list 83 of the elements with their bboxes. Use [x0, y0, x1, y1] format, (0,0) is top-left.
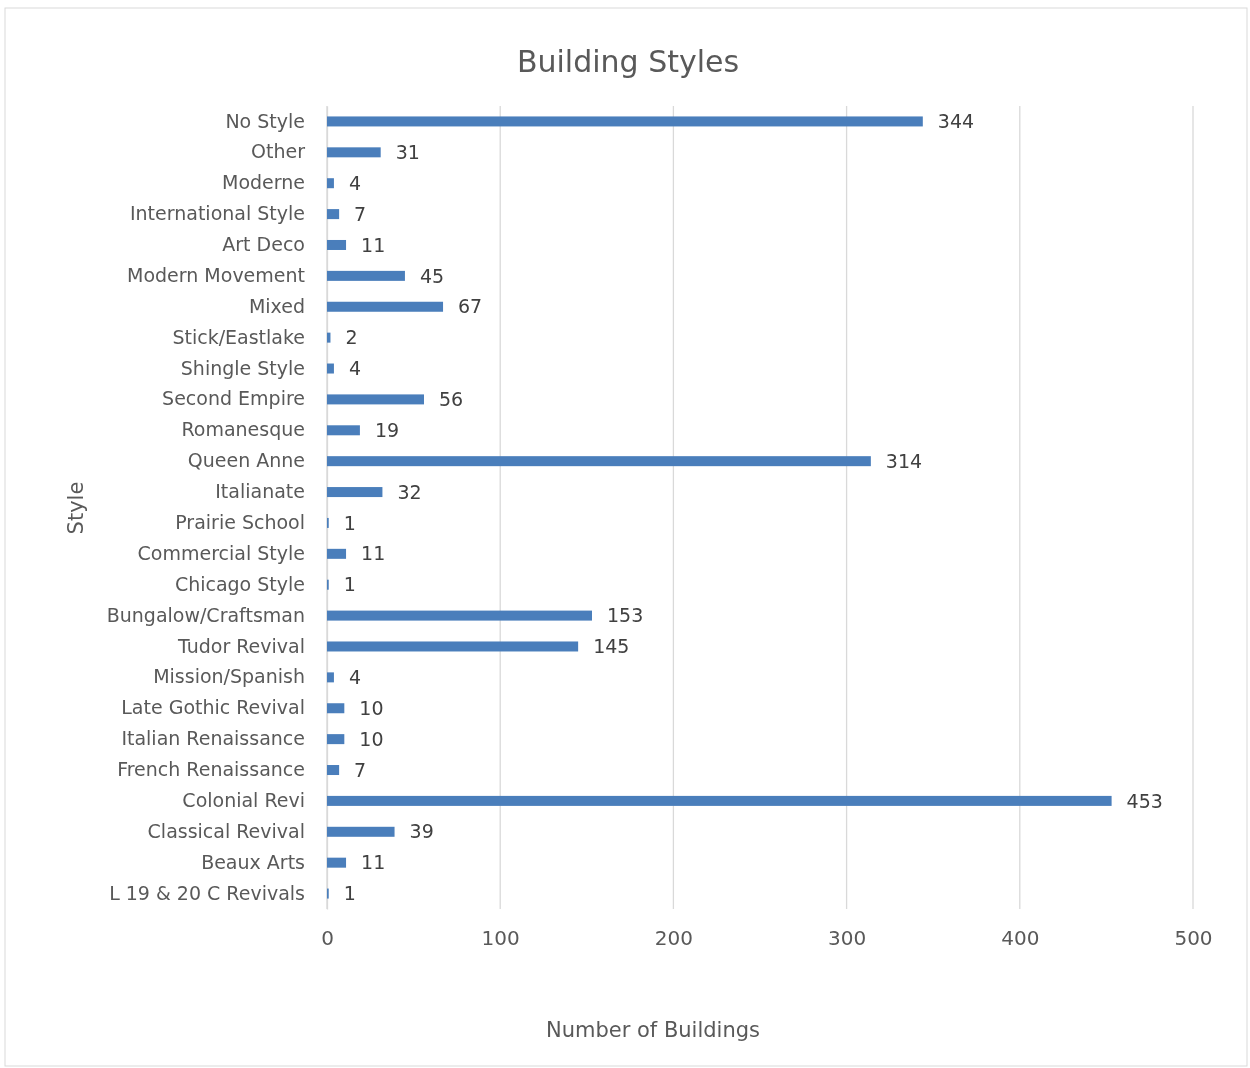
bar	[327, 641, 579, 652]
y-tick-label: French Renaissance	[117, 758, 305, 781]
y-tick-label: Colonial Revi	[182, 788, 305, 811]
data-label: 11	[361, 233, 386, 256]
y-tick-label: International Style	[129, 202, 305, 225]
data-label: 39	[409, 820, 434, 843]
bar	[327, 209, 340, 220]
data-label: 4	[348, 357, 362, 380]
data-label: 4	[348, 171, 362, 194]
data-label: 7	[354, 202, 367, 225]
y-tick-label: Italian Renaissance	[121, 727, 305, 750]
chart-title: Building Styles	[516, 44, 740, 79]
bar	[327, 765, 340, 776]
data-label: 314	[885, 449, 923, 472]
x-tick-label: 300	[828, 926, 867, 951]
bar	[327, 610, 592, 621]
data-label: 67	[458, 295, 483, 318]
y-tick-label: Shingle Style	[180, 356, 305, 379]
bar	[327, 116, 923, 127]
y-tick-label: No Style	[225, 109, 305, 132]
data-label: 1	[343, 882, 356, 905]
y-tick-label: Second Empire	[162, 387, 305, 410]
bar	[327, 857, 347, 868]
bar	[327, 672, 334, 683]
x-tick-label: 200	[654, 926, 693, 951]
bar	[327, 178, 334, 189]
y-tick-label: Stick/Eastlake	[172, 325, 305, 348]
bar	[327, 487, 383, 498]
data-label: 11	[361, 542, 386, 565]
data-label: 1	[343, 511, 356, 534]
data-label: 11	[361, 851, 386, 874]
data-label: 31	[395, 140, 420, 163]
data-label: 7	[354, 758, 367, 781]
bar	[327, 363, 334, 374]
bar	[327, 425, 360, 436]
y-tick-label: Other	[251, 140, 306, 163]
bar	[327, 270, 405, 281]
data-label: 153	[607, 604, 644, 627]
x-axis-title: Number of Buildings	[545, 1018, 761, 1042]
bar	[327, 826, 395, 837]
data-label: 10	[359, 727, 384, 750]
x-tick-label: 500	[1174, 926, 1213, 951]
data-label: 32	[397, 480, 422, 503]
bar	[327, 394, 424, 405]
data-label: 4	[348, 666, 362, 689]
bar	[327, 239, 347, 250]
bar	[327, 734, 345, 745]
y-tick-label: Commercial Style	[137, 541, 305, 564]
data-label: 453	[1126, 789, 1163, 812]
data-label: 10	[359, 696, 384, 719]
bar	[327, 548, 347, 559]
x-tick-label: 0	[321, 926, 334, 951]
y-axis-title: Style	[64, 481, 88, 535]
bar	[327, 147, 381, 158]
y-tick-label: Mixed	[248, 294, 305, 317]
y-tick-label: Modern Movement	[127, 263, 305, 286]
y-tick-label: Italianate	[215, 480, 305, 503]
y-tick-label: Moderne	[222, 171, 305, 194]
y-tick-label: Classical Revival	[147, 819, 305, 842]
x-tick-label: 400	[1001, 926, 1040, 951]
bar	[327, 456, 871, 467]
data-label: 45	[419, 264, 445, 287]
y-tick-label: Tudor Revival	[176, 634, 305, 657]
y-tick-label: Bungalow/Craftsman	[106, 603, 305, 626]
y-tick-label: L 19 & 20 C Revivals	[109, 881, 305, 904]
y-tick-label: Chicago Style	[174, 572, 305, 595]
data-label: 19	[374, 418, 400, 441]
data-label: 56	[438, 388, 464, 411]
y-tick-label: Beaux Arts	[201, 850, 305, 873]
data-label: 344	[937, 110, 975, 133]
data-label: 1	[343, 573, 356, 596]
data-label: 2	[345, 326, 358, 349]
data-label: 145	[593, 635, 630, 658]
bar	[327, 795, 1112, 806]
y-tick-label: Art Deco	[222, 233, 305, 256]
y-tick-label: Prairie School	[175, 511, 305, 534]
bar	[327, 703, 345, 714]
y-tick-label: Late Gothic Revival	[121, 696, 305, 719]
y-tick-label: Mission/Spanish	[153, 665, 305, 688]
y-tick-label: Queen Anne	[187, 449, 305, 472]
y-tick-label: Romanesque	[181, 418, 305, 441]
bar	[327, 301, 444, 312]
x-tick-label: 100	[481, 926, 520, 951]
